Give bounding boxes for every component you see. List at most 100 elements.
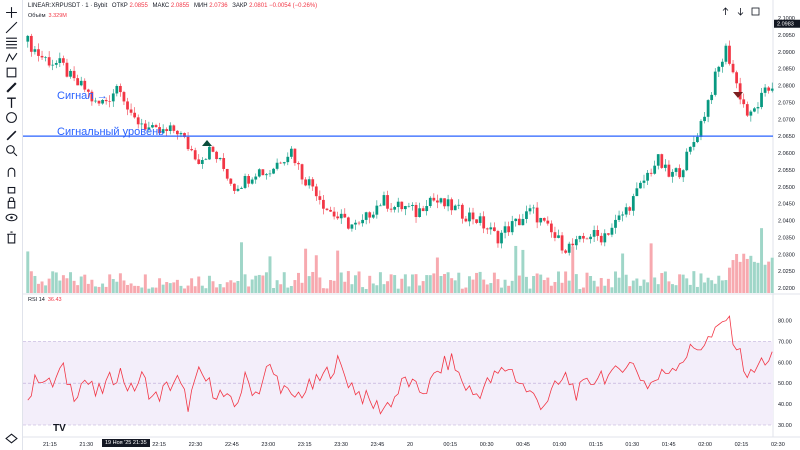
volume-bar xyxy=(304,248,308,293)
trend-line-icon[interactable] xyxy=(3,19,19,35)
volume-bar xyxy=(289,286,293,293)
candle-body xyxy=(346,217,350,229)
candle-body xyxy=(293,148,297,164)
lock-drawing-icon[interactable] xyxy=(3,179,19,195)
candle-body xyxy=(614,219,617,228)
candle-body xyxy=(578,235,582,240)
buy-marker-triangle xyxy=(202,140,212,146)
volume-bar xyxy=(635,278,639,293)
candle-body xyxy=(236,188,240,191)
candle-body xyxy=(400,201,404,210)
candle-body xyxy=(542,217,546,221)
volume-bar xyxy=(524,276,528,293)
symbol-name[interactable]: LINEAR:XRPUSDT · 1 · Bybit xyxy=(28,3,108,9)
volume-bar xyxy=(432,273,436,293)
candle-body xyxy=(154,125,158,128)
crosshair-icon[interactable] xyxy=(3,4,19,20)
volume-bar xyxy=(667,281,671,293)
volume-bar xyxy=(90,279,94,293)
candle-body xyxy=(40,55,44,58)
volume-bar xyxy=(72,280,76,293)
candle-body xyxy=(168,125,172,132)
eye-icon[interactable] xyxy=(3,209,19,225)
candle-body xyxy=(496,231,500,244)
trash-icon[interactable] xyxy=(3,229,19,245)
arrow-up-icon[interactable] xyxy=(721,3,730,15)
emoji-icon[interactable] xyxy=(3,109,19,125)
time-tick-label: 02:00 xyxy=(698,442,712,448)
volume-bar xyxy=(61,275,65,293)
candle-body xyxy=(186,136,190,150)
volume-bar xyxy=(215,287,219,293)
candle-body xyxy=(329,209,332,212)
signal-annotation[interactable]: Сигнал → xyxy=(57,90,108,102)
candle-body xyxy=(553,232,557,238)
candle-body xyxy=(190,149,194,151)
maximize-icon[interactable] xyxy=(751,3,760,16)
ruler-icon[interactable] xyxy=(3,127,19,143)
candle-body xyxy=(724,45,728,62)
volume-bar xyxy=(264,272,268,293)
volume-bar xyxy=(767,261,771,293)
magnet-icon[interactable] xyxy=(3,164,19,180)
projection-icon[interactable] xyxy=(3,64,19,80)
brush-icon[interactable] xyxy=(3,79,19,95)
candle-body xyxy=(407,205,411,207)
volume-bar xyxy=(346,271,350,293)
candle-body xyxy=(692,142,696,147)
signal-level-annotation[interactable]: Сигнальный уровень xyxy=(57,126,164,138)
layers-icon[interactable] xyxy=(3,430,19,446)
volume-bar xyxy=(614,271,617,293)
candle-body xyxy=(286,156,290,163)
time-tick-label: 21:30 xyxy=(79,442,93,448)
candle-body xyxy=(453,205,457,211)
candle-body xyxy=(432,197,436,201)
volume-bar xyxy=(414,274,418,293)
candle-body xyxy=(386,195,389,209)
candle-body xyxy=(101,99,104,104)
zoom-in-icon[interactable] xyxy=(3,142,19,158)
candle-body xyxy=(37,49,40,56)
volume-bar xyxy=(585,272,589,293)
candle-body xyxy=(699,121,703,137)
volume-bar xyxy=(218,284,222,293)
time-tick-label: 23:15 xyxy=(298,442,312,448)
candle-body xyxy=(307,179,311,186)
pattern-icon[interactable] xyxy=(3,49,19,65)
time-tick-label: 00:45 xyxy=(516,442,530,448)
candle-body xyxy=(592,230,596,237)
candle-body xyxy=(208,146,211,160)
candle-body xyxy=(656,154,660,166)
volume-bar xyxy=(336,250,340,293)
volume-bar xyxy=(624,274,628,293)
volume-bar xyxy=(229,280,233,293)
fib-icon[interactable] xyxy=(3,34,19,50)
volume-bar xyxy=(232,282,236,293)
candle-body xyxy=(222,157,226,169)
candle-body xyxy=(589,236,592,240)
volume-bar xyxy=(450,278,454,293)
candle-body xyxy=(639,182,642,189)
lock-icon[interactable] xyxy=(3,194,19,210)
text-icon[interactable] xyxy=(3,94,19,110)
volume-bar xyxy=(731,260,735,293)
candle-body xyxy=(489,227,493,230)
volume-bar xyxy=(745,258,749,293)
candle-body xyxy=(571,243,575,246)
arrow-down-icon[interactable] xyxy=(736,3,745,16)
chart-area[interactable]: 2.1000 2.0950 2.0900 2.0850 2.0800 2.0750 2.07… xyxy=(23,0,800,450)
candle-body xyxy=(475,219,478,223)
candle-body xyxy=(336,216,340,219)
price-chart[interactable]: 2.1000 2.0950 2.0900 2.0850 2.0800 2.0750 2.07… xyxy=(23,0,800,450)
candle-body xyxy=(582,235,585,239)
volume-bar xyxy=(375,285,379,293)
candle-body xyxy=(193,150,197,160)
candle-body xyxy=(517,218,521,226)
candle-body xyxy=(606,233,610,235)
time-tick-label: 02:30 xyxy=(771,442,785,448)
rsi-tick-label: 70.00 xyxy=(778,339,792,345)
volume-bar xyxy=(286,287,290,293)
candle-body xyxy=(26,35,30,42)
volume-bar xyxy=(147,288,151,293)
volume-bar xyxy=(275,280,279,293)
